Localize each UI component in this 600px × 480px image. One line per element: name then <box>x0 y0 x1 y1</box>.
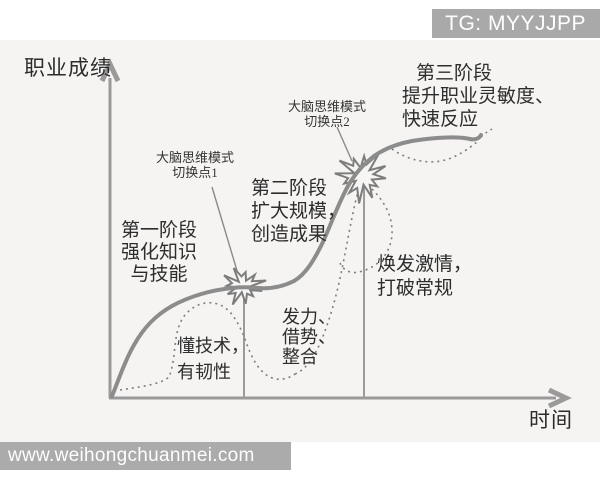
dotted-curve-three <box>391 128 493 163</box>
stage-1-label: 第一阶段 强化知识 与技能 <box>120 220 197 285</box>
stage-1-note: 懂技术， 有韧性 <box>177 336 249 382</box>
main-career-curve <box>110 133 483 398</box>
dotted-curve-two-rise <box>294 176 364 375</box>
stage-3-note: 焕发激情， 打破常规 <box>377 254 473 299</box>
y-axis-arrowhead <box>99 58 121 83</box>
stage-3-label: 第三阶段 提升职业灵敏度、 快速反应 <box>402 63 555 130</box>
switch2-leader-line <box>336 126 353 162</box>
watermark-url: www.weihongchuanmei.com <box>8 445 255 466</box>
switch-point-2-label: 大脑思维模式 切换点2 <box>287 99 366 129</box>
x-axis-arrowhead <box>547 387 572 409</box>
stage-2-note: 发力、 借势、 整合 <box>282 307 336 367</box>
tg-badge-text: TG: MYYJJPP <box>445 12 586 35</box>
dotted-curve-two-decline <box>339 188 393 274</box>
switch1-leader-line <box>211 186 239 275</box>
watermark-bar: www.weihongchuanmei.com <box>0 442 291 470</box>
switch-point-1-label: 大脑思维模式 切换点1 <box>155 150 234 180</box>
stage-2-label: 第二阶段 扩大规模， 创造成果 <box>251 178 347 245</box>
diagram-panel <box>0 40 600 442</box>
y-axis-label: 职业成绩 <box>24 56 112 80</box>
tg-badge: TG: MYYJJPP <box>432 9 600 38</box>
x-axis-label: 时间 <box>529 408 573 432</box>
